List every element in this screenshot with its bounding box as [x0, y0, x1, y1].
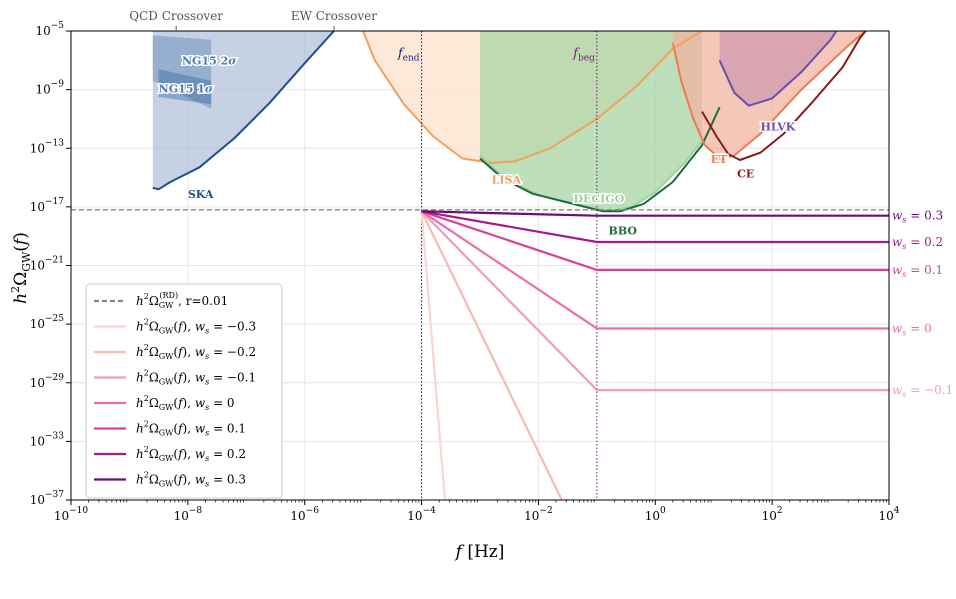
bbo-curve	[479, 106, 721, 213]
crossover-markers: QCD Crossover EW Crossover	[129, 9, 377, 31]
y-tick-label: 10−13	[30, 138, 65, 155]
legend-label-7: h2ΩGW(f), ws = 0.3	[136, 471, 246, 489]
ce-curve	[701, 31, 867, 161]
series-ws-1	[420, 210, 563, 500]
omega-series	[71, 209, 889, 500]
x-axis-title: f [Hz]	[454, 542, 505, 562]
legend-label-2: h2ΩGW(f), ws = −0.2	[136, 343, 256, 361]
y-tick-label: 10−37	[30, 490, 65, 507]
et-curve	[671, 31, 867, 160]
ce-label: CE	[737, 168, 754, 181]
y-axis-title: h2ΩGW(f)	[9, 232, 33, 304]
ws-end-label-2: ws = −0.1	[892, 383, 953, 399]
series-ws-2	[420, 210, 889, 392]
series-ws-6	[421, 210, 889, 217]
crossover-label: EW Crossover	[291, 9, 377, 23]
y-tick-label: 10−29	[30, 373, 65, 390]
ng15-band-1	[152, 35, 212, 109]
legend-label-6: h2ΩGW(f), ws = 0.2	[136, 445, 246, 463]
hlvk-label: HLVK	[760, 121, 795, 134]
detector-labels: fend fbeg SKA LISA DECIGO BBO ET CE HLVK NG15 2σ N…	[157, 46, 797, 239]
legend-label-1: h2ΩGW(f), ws = −0.3	[136, 318, 256, 336]
legend-label-3: h2ΩGW(f), ws = −0.1	[136, 369, 256, 387]
legend-label-4: h2ΩGW(f), ws = 0	[136, 394, 235, 412]
series-ws-5	[421, 210, 889, 244]
ska-region	[152, 31, 334, 190]
series-ws-0	[420, 211, 446, 500]
y-tick-label: 10−21	[30, 256, 64, 273]
y-tick-label: 10−25	[30, 314, 65, 331]
y-tick-label: 10−9	[35, 80, 64, 97]
x-tick-label: 10−10	[54, 506, 89, 523]
x-tick-label: 104	[878, 506, 899, 523]
ng15-label-2: NG15 1σ	[159, 83, 214, 96]
frequency-markers	[421, 31, 598, 500]
hlvk-region	[719, 31, 837, 106]
lisa-curve	[362, 31, 703, 164]
series-ws-3	[420, 210, 889, 330]
ws-end-label-6: ws = 0.3	[892, 209, 943, 225]
ng15-band-2	[158, 69, 212, 105]
ska-curve	[152, 31, 335, 191]
vline-label-beg: fbeg	[572, 46, 595, 63]
legend-label-5: h2ΩGW(f), ws = 0.1	[136, 420, 246, 438]
ws-end-label-3: ws = 0	[892, 322, 932, 338]
y-tick-label: 10−33	[30, 431, 65, 448]
crossover-label: QCD Crossover	[129, 9, 223, 23]
x-tick-label: 10−8	[174, 506, 203, 523]
lisa-label: LISA	[492, 173, 522, 186]
x-tick-label: 10−2	[524, 506, 553, 523]
x-tick-label: 100	[645, 506, 666, 523]
ska-label: SKA	[188, 188, 214, 201]
vline-label-end: fend	[397, 46, 420, 63]
legend-box	[85, 283, 283, 499]
x-tick-label: 10−4	[407, 506, 436, 523]
ws-end-labels: ws = −0.1 ws = 0 ws = 0.1 ws = 0.2 ws = 0.3	[892, 209, 953, 399]
ng15-bands	[152, 35, 212, 109]
legend-label-0: h2ΩGW(RD), r=0.01	[136, 291, 228, 310]
et-label: ET	[711, 153, 728, 166]
ws-end-label-5: ws = 0.2	[892, 235, 943, 251]
decigo-label: DECIGO	[573, 192, 624, 205]
hlvk-curve	[718, 31, 838, 107]
sensitivity-curves	[152, 31, 867, 213]
axis-ticks: 10−10 10−8 10−6 10−4 10−2 100 102 104 10−37 10−33…	[30, 21, 900, 523]
x-tick-label: 10−6	[290, 506, 319, 523]
ng15-label-1: NG15 2σ	[182, 55, 237, 68]
series-ws-4	[421, 210, 889, 271]
legend: h2ΩGW(RD), r=0.01 h2ΩGW(f), ws = −0.3 h2ΩG…	[85, 283, 283, 499]
y-tick-label: 10−17	[30, 197, 65, 214]
x-tick-label: 102	[762, 506, 783, 523]
ws-end-label-4: ws = 0.1	[892, 263, 943, 279]
y-tick-label: 10−5	[35, 21, 64, 38]
bbo-label: BBO	[609, 225, 638, 238]
